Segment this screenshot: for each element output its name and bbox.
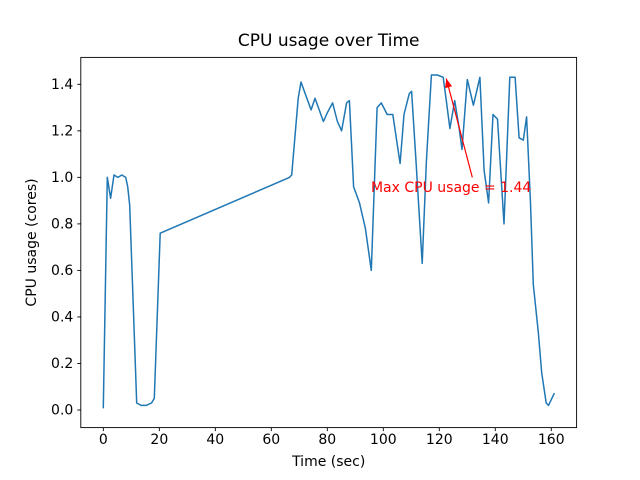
y-tick-label: 1.0 <box>51 170 73 186</box>
x-tick-label: 140 <box>482 432 509 448</box>
x-tick-label: 160 <box>538 432 565 448</box>
x-tick-label: 120 <box>426 432 453 448</box>
x-tick-label: 20 <box>150 432 168 448</box>
x-axis-label: Time (sec) <box>291 454 365 470</box>
annotation-text: Max CPU usage = 1.44 <box>371 180 531 196</box>
y-tick-label: 0.4 <box>51 309 73 325</box>
y-tick-label: 0.2 <box>51 356 73 372</box>
x-tick-label: 80 <box>318 432 336 448</box>
cpu-usage-line-series <box>102 74 555 409</box>
y-tick-label: 0.8 <box>51 216 73 232</box>
y-axis-ticks: 0.0 0.2 0.4 0.6 0.8 1.0 1.2 1.4 <box>51 77 81 419</box>
x-tick-label: 60 <box>262 432 280 448</box>
y-tick-label: 0.0 <box>51 403 73 419</box>
annotation-arrow-line <box>445 78 473 178</box>
x-axis-ticks: 0 20 40 60 80 100 120 140 160 <box>99 427 565 448</box>
max-cpu-annotation: Max CPU usage = 1.44 <box>371 78 531 196</box>
plot-area-border <box>80 56 578 429</box>
x-tick-label: 0 <box>99 432 108 448</box>
x-tick-label: 40 <box>206 432 224 448</box>
chart-title: CPU usage over Time <box>238 31 420 51</box>
y-tick-label: 1.4 <box>51 77 73 93</box>
x-tick-label: 100 <box>370 432 397 448</box>
y-axis-label: CPU usage (cores) <box>24 178 40 306</box>
annotation-arrowhead <box>445 78 453 89</box>
y-tick-label: 1.2 <box>51 123 73 139</box>
y-tick-label: 0.6 <box>51 263 73 279</box>
